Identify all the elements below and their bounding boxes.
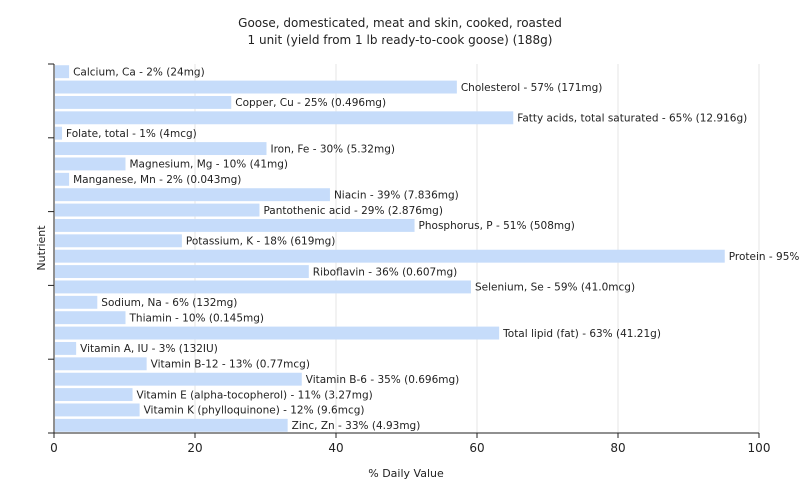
bar-label: Pantothenic acid - 29% (2.876mg) bbox=[263, 205, 442, 217]
bar-label: Manganese, Mn - 2% (0.043mg) bbox=[73, 174, 241, 186]
bar-label: Folate, total - 1% (4mcg) bbox=[66, 128, 197, 140]
bar-label: Vitamin K (phylloquinone) - 12% (9.6mcg) bbox=[144, 405, 365, 417]
bar-label: Cholesterol - 57% (171mg) bbox=[461, 82, 603, 94]
bar-label: Protein - 95% (47.30g) bbox=[729, 251, 800, 263]
x-axis-ticks: 0 20 40 60 80 100 bbox=[50, 433, 770, 455]
x-tick-label: 0 bbox=[50, 441, 58, 455]
bar-label: Zinc, Zn - 33% (4.93mg) bbox=[292, 420, 421, 432]
bar-label: Riboflavin - 36% (0.607mg) bbox=[313, 266, 457, 278]
bar-label: Calcium, Ca - 2% (24mg) bbox=[73, 66, 205, 78]
bar bbox=[55, 65, 70, 79]
bar bbox=[55, 418, 288, 432]
bar-label: Copper, Cu - 25% (0.496mg) bbox=[235, 97, 386, 109]
bar bbox=[55, 265, 309, 279]
bar-label: Vitamin B-6 - 35% (0.696mg) bbox=[306, 374, 460, 386]
bar bbox=[55, 280, 471, 294]
bar bbox=[55, 188, 330, 202]
bar bbox=[55, 388, 133, 402]
bar bbox=[55, 172, 70, 186]
bar bbox=[55, 203, 260, 217]
bar bbox=[55, 95, 232, 109]
y-axis-title: Nutrient bbox=[35, 225, 48, 271]
bar bbox=[55, 295, 98, 309]
x-tick-label: 40 bbox=[328, 441, 343, 455]
x-tick-label: 80 bbox=[610, 441, 625, 455]
bar-label: Niacin - 39% (7.836mg) bbox=[334, 189, 459, 201]
bar-label: Vitamin A, IU - 3% (132IU) bbox=[80, 343, 218, 355]
bar-label: Sodium, Na - 6% (132mg) bbox=[101, 297, 237, 309]
y-axis-ticks bbox=[48, 63, 54, 434]
bar-label: Vitamin E (alpha-tocopherol) - 11% (3.27… bbox=[137, 389, 373, 401]
bar bbox=[55, 218, 415, 232]
bar-label: Magnesium, Mg - 10% (41mg) bbox=[130, 159, 289, 171]
bar bbox=[55, 142, 267, 156]
bar-labels: Calcium, Ca - 2% (24mg) Cholesterol - 57%… bbox=[66, 66, 800, 432]
bar bbox=[55, 234, 182, 248]
bar-label: Iron, Fe - 30% (5.32mg) bbox=[271, 143, 395, 155]
x-tick-label: 60 bbox=[469, 441, 484, 455]
bar-label: Total lipid (fat) - 63% (41.21g) bbox=[502, 328, 661, 340]
bar bbox=[55, 326, 500, 340]
x-tick-label: 100 bbox=[748, 441, 771, 455]
bar bbox=[55, 249, 725, 263]
bar bbox=[55, 341, 77, 355]
bar bbox=[55, 357, 147, 371]
bar-label: Thiamin - 10% (0.145mg) bbox=[129, 312, 265, 324]
bars bbox=[55, 65, 725, 432]
bar bbox=[55, 126, 63, 140]
bar-label: Potassium, K - 18% (619mg) bbox=[186, 236, 336, 248]
bar-label: Selenium, Se - 59% (41.0mcg) bbox=[475, 282, 635, 294]
bar bbox=[55, 311, 126, 325]
bar-label: Phosphorus, P - 51% (508mg) bbox=[419, 220, 575, 232]
bar bbox=[55, 157, 126, 171]
bar bbox=[55, 80, 457, 94]
x-axis-title: % Daily Value bbox=[368, 467, 444, 480]
bar-label: Vitamin B-12 - 13% (0.77mcg) bbox=[151, 359, 310, 371]
chart-subtitle: 1 unit (yield from 1 lb ready-to-cook go… bbox=[248, 33, 553, 47]
bar bbox=[55, 111, 514, 125]
bar-label: Fatty acids, total saturated - 65% (12.9… bbox=[517, 113, 747, 125]
gridlines bbox=[194, 64, 760, 433]
bar bbox=[55, 403, 140, 417]
chart-title: Goose, domesticated, meat and skin, cook… bbox=[238, 16, 562, 30]
bar bbox=[55, 372, 302, 386]
x-tick-label: 20 bbox=[187, 441, 202, 455]
